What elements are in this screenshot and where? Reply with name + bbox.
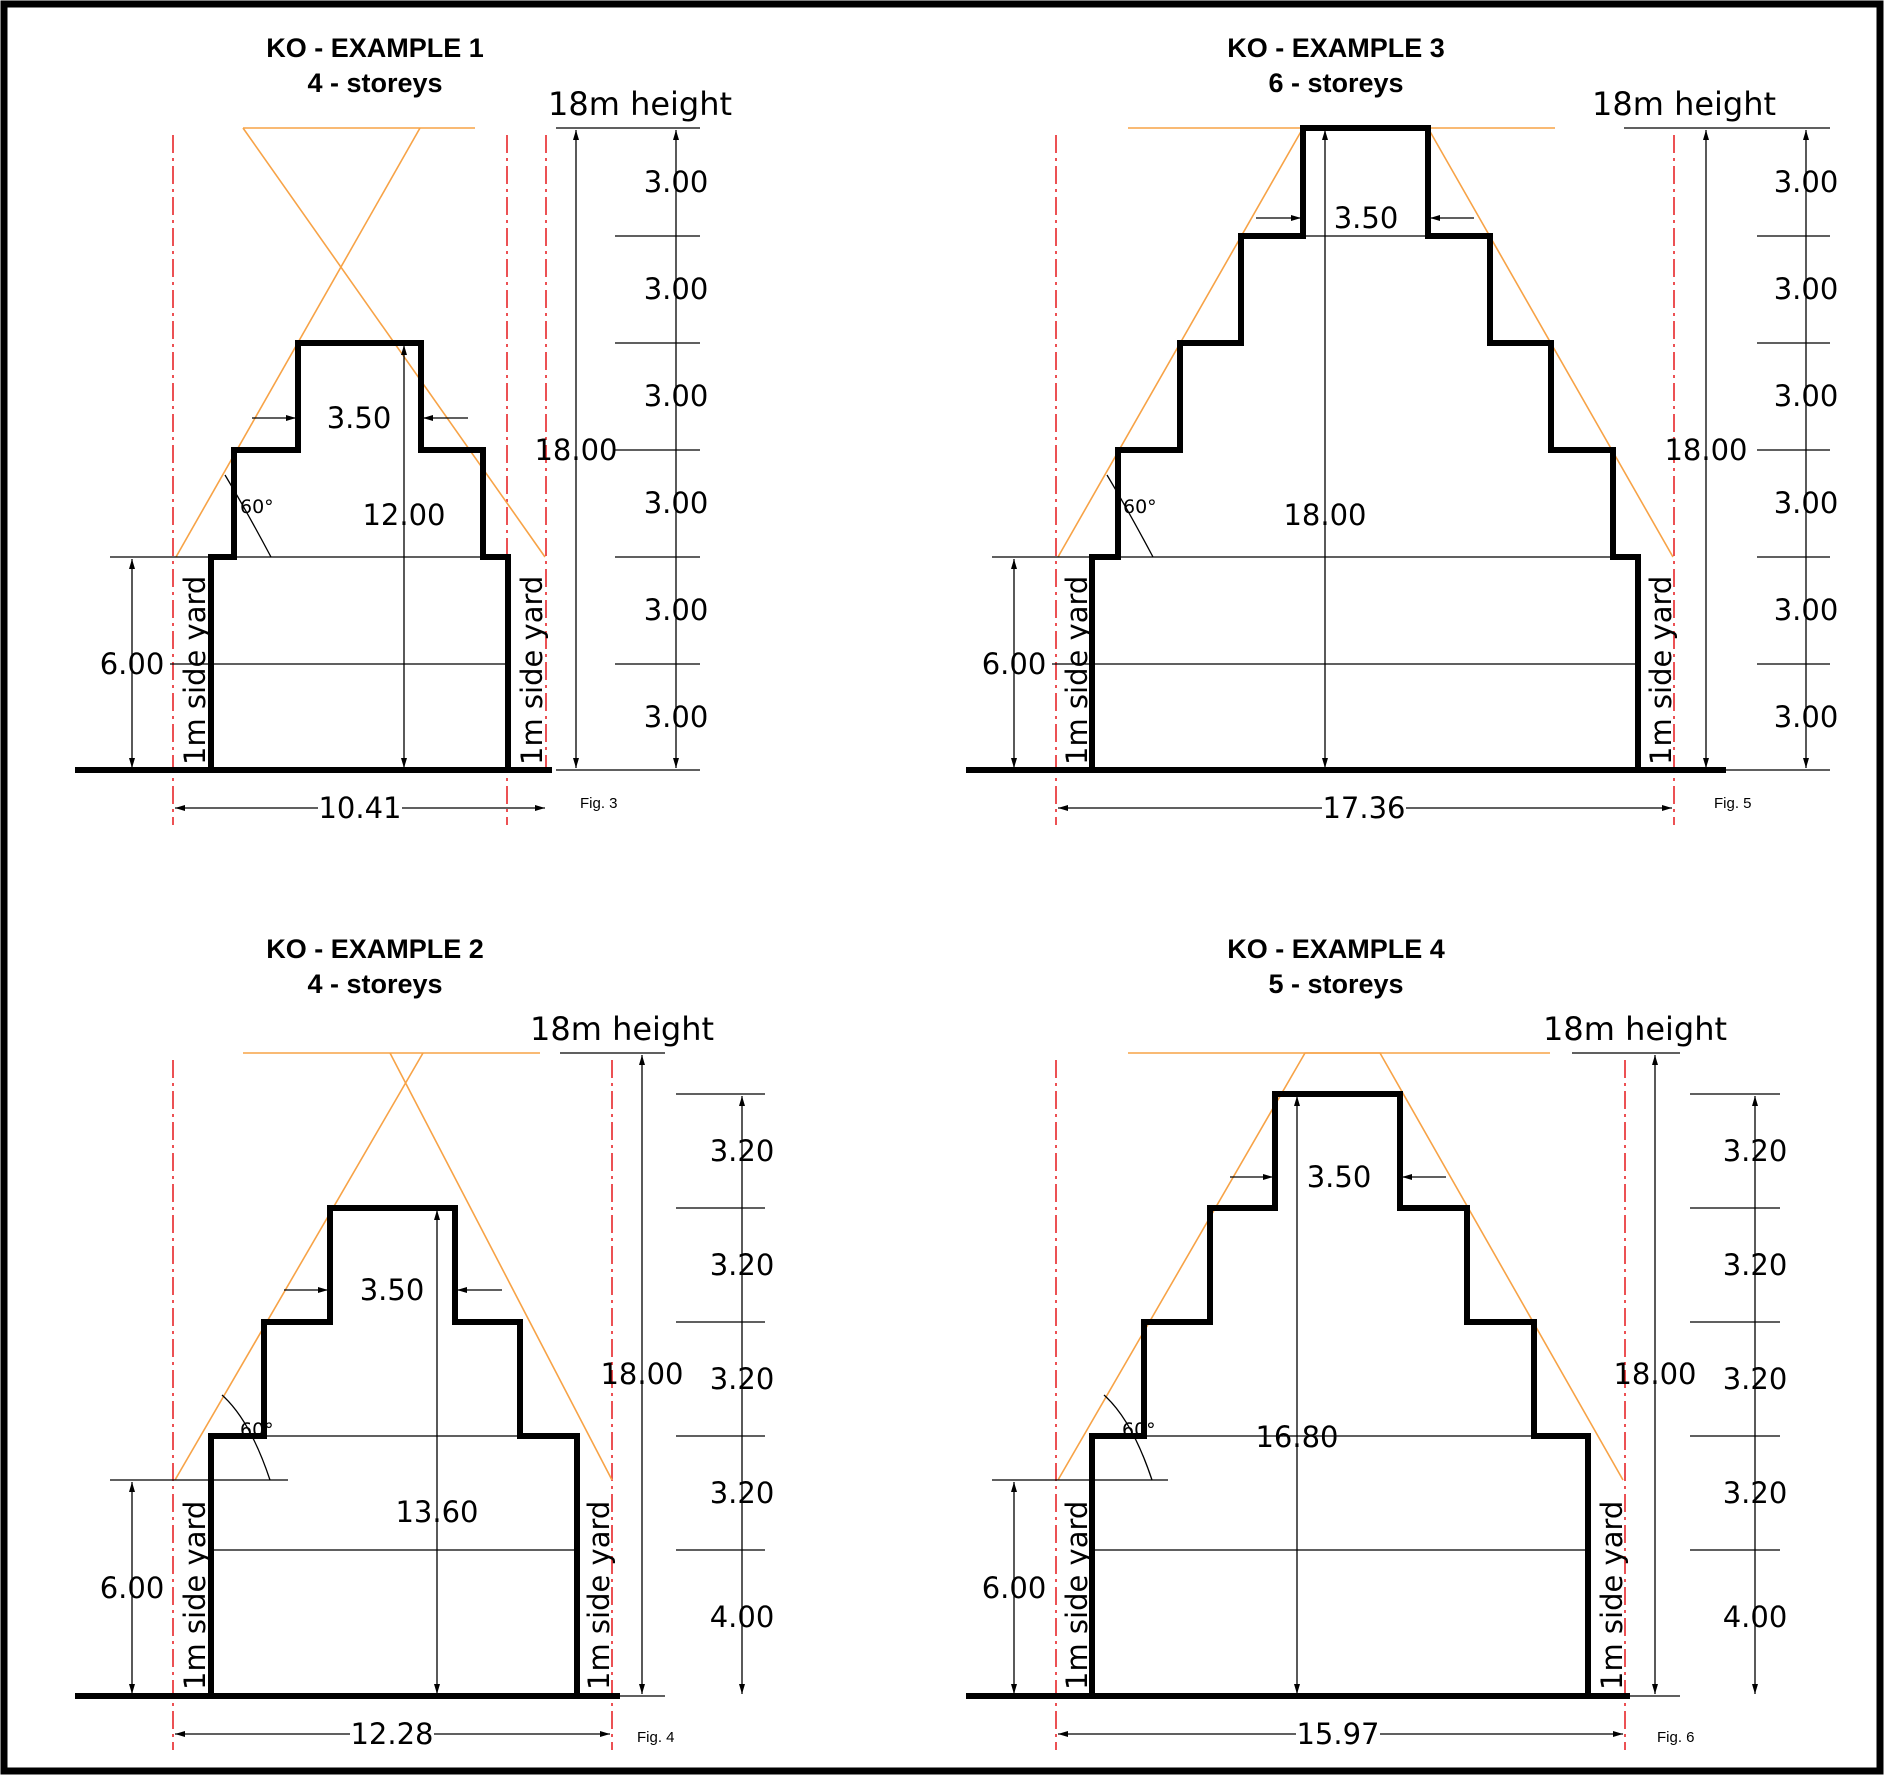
storey-dimension-chain: 3.20 3.20 3.20 3.20 4.00 bbox=[676, 1093, 775, 1694]
angle-label: 60° bbox=[240, 496, 274, 518]
storey-dimension-chain: 3.00 3.00 3.00 3.00 3.00 3.00 bbox=[1757, 130, 1838, 768]
storey-height-value: 4.00 bbox=[1723, 1600, 1788, 1634]
storey-height-value: 3.20 bbox=[710, 1134, 775, 1168]
total-height-value: 18.00 bbox=[1613, 1357, 1696, 1391]
building-height-value: 16.80 bbox=[1255, 1420, 1338, 1454]
top-width-value: 3.50 bbox=[327, 401, 392, 435]
storey-height-value: 3.20 bbox=[1723, 1362, 1788, 1396]
figure-number: Fig. 4 bbox=[637, 1729, 675, 1746]
panel-subtitle: 4 - storeys bbox=[307, 68, 442, 98]
side-yard-label: 1m side yard bbox=[178, 576, 212, 765]
storey-height-value: 3.20 bbox=[710, 1248, 775, 1282]
label-mask bbox=[1296, 1716, 1380, 1750]
panel-title: KO - EXAMPLE 2 bbox=[266, 934, 484, 964]
building-section bbox=[1089, 1091, 1591, 1696]
height-limit-label: 18m height bbox=[1543, 1010, 1727, 1048]
storey-height-value: 3.00 bbox=[1774, 379, 1839, 413]
building-height-value: 18.00 bbox=[1283, 498, 1366, 532]
storey-height-value: 3.00 bbox=[644, 379, 709, 413]
building-section bbox=[1089, 125, 1641, 770]
panel-example-2: KO - EXAMPLE 2 4 - storeys 18m height 13… bbox=[75, 934, 774, 1751]
side-yard-label: 1m side yard bbox=[515, 576, 549, 765]
storey-height-value: 3.20 bbox=[710, 1476, 775, 1510]
side-yard-label: 1m side yard bbox=[1644, 576, 1678, 765]
storey-height-value: 3.00 bbox=[644, 272, 709, 306]
lot-width-value: 17.36 bbox=[1322, 791, 1405, 825]
storey-height-value: 3.00 bbox=[1774, 272, 1839, 306]
side-yard-label: 1m side yard bbox=[1060, 576, 1094, 765]
panel-subtitle: 5 - storeys bbox=[1268, 969, 1403, 999]
lot-width-value: 10.41 bbox=[318, 791, 401, 825]
figure-number: Fig. 6 bbox=[1657, 1729, 1695, 1746]
top-width-value: 3.50 bbox=[1307, 1160, 1372, 1194]
figure-number: Fig. 5 bbox=[1714, 795, 1752, 812]
storey-height-value: 3.00 bbox=[644, 593, 709, 627]
panel-example-3: KO - EXAMPLE 3 6 - storeys 18m height 18… bbox=[966, 33, 1838, 825]
storey-dimension-chain: 3.20 3.20 3.20 3.20 4.00 bbox=[1690, 1093, 1788, 1694]
top-width-value: 3.50 bbox=[1334, 201, 1399, 235]
figure-number: Fig. 3 bbox=[580, 795, 618, 812]
storey-height-value: 3.00 bbox=[644, 165, 709, 199]
angle-arc bbox=[1106, 474, 1154, 558]
angle-label: 60° bbox=[1122, 1419, 1156, 1441]
total-height-value: 18.00 bbox=[600, 1357, 683, 1391]
angular-plane bbox=[1057, 1052, 1624, 1481]
panel-subtitle: 4 - storeys bbox=[307, 969, 442, 999]
total-height-value: 18.00 bbox=[1664, 433, 1747, 467]
panel-title: KO - EXAMPLE 3 bbox=[1227, 33, 1445, 63]
building-height-value: 12.00 bbox=[362, 498, 445, 532]
side-yard-label: 1m side yard bbox=[178, 1501, 212, 1690]
building-height-value: 13.60 bbox=[395, 1495, 478, 1529]
panel-title: KO - EXAMPLE 1 bbox=[266, 33, 484, 63]
lot-width-value: 12.28 bbox=[350, 1717, 433, 1751]
panel-example-1: KO - EXAMPLE 1 4 - storeys 18m height 12… bbox=[75, 33, 732, 825]
angular-plane bbox=[174, 1052, 424, 1481]
base-height-value: 6.00 bbox=[982, 647, 1047, 681]
height-limit-label: 18m height bbox=[530, 1010, 714, 1048]
storey-height-value: 3.00 bbox=[1774, 165, 1839, 199]
panel-example-4: KO - EXAMPLE 4 5 - storeys 18m height 16… bbox=[966, 934, 1787, 1751]
angle-arc bbox=[224, 474, 272, 558]
base-height-value: 6.00 bbox=[100, 647, 165, 681]
label-mask bbox=[1322, 790, 1406, 824]
angular-plane bbox=[1057, 127, 1674, 558]
height-limit-label: 18m height bbox=[1592, 85, 1776, 123]
base-height-value: 6.00 bbox=[100, 1571, 165, 1605]
storey-height-value: 3.00 bbox=[644, 486, 709, 520]
label-mask bbox=[318, 790, 402, 824]
angle-arc bbox=[221, 1394, 271, 1481]
angle-label: 60° bbox=[240, 1419, 274, 1441]
panel-title: KO - EXAMPLE 4 bbox=[1227, 934, 1445, 964]
lot-width-value: 15.97 bbox=[1296, 1717, 1379, 1751]
side-yard-label: 1m side yard bbox=[582, 1501, 616, 1690]
angular-plane bbox=[389, 1052, 613, 1481]
storey-height-value: 3.20 bbox=[1723, 1476, 1788, 1510]
label-mask bbox=[350, 1716, 434, 1750]
storey-height-value: 3.00 bbox=[1774, 593, 1839, 627]
storey-height-value: 3.20 bbox=[710, 1362, 775, 1396]
storey-height-value: 3.00 bbox=[1774, 486, 1839, 520]
storey-height-value: 3.20 bbox=[1723, 1134, 1788, 1168]
base-height-value: 6.00 bbox=[982, 1571, 1047, 1605]
storey-height-value: 4.00 bbox=[710, 1600, 775, 1634]
storey-dimension-chain: 3.00 3.00 3.00 3.00 3.00 3.00 bbox=[615, 130, 708, 768]
top-width-value: 3.50 bbox=[360, 1273, 425, 1307]
angle-label: 60° bbox=[1123, 496, 1157, 518]
side-yard-label: 1m side yard bbox=[1595, 1501, 1629, 1690]
side-yard-label: 1m side yard bbox=[1060, 1501, 1094, 1690]
storey-height-value: 3.00 bbox=[1774, 700, 1839, 734]
total-height-value: 18.00 bbox=[534, 433, 617, 467]
storey-height-value: 3.00 bbox=[644, 700, 709, 734]
angle-arc bbox=[1103, 1394, 1153, 1481]
panel-subtitle: 6 - storeys bbox=[1268, 68, 1403, 98]
storey-height-value: 3.20 bbox=[1723, 1248, 1788, 1282]
height-limit-label: 18m height bbox=[548, 85, 732, 123]
